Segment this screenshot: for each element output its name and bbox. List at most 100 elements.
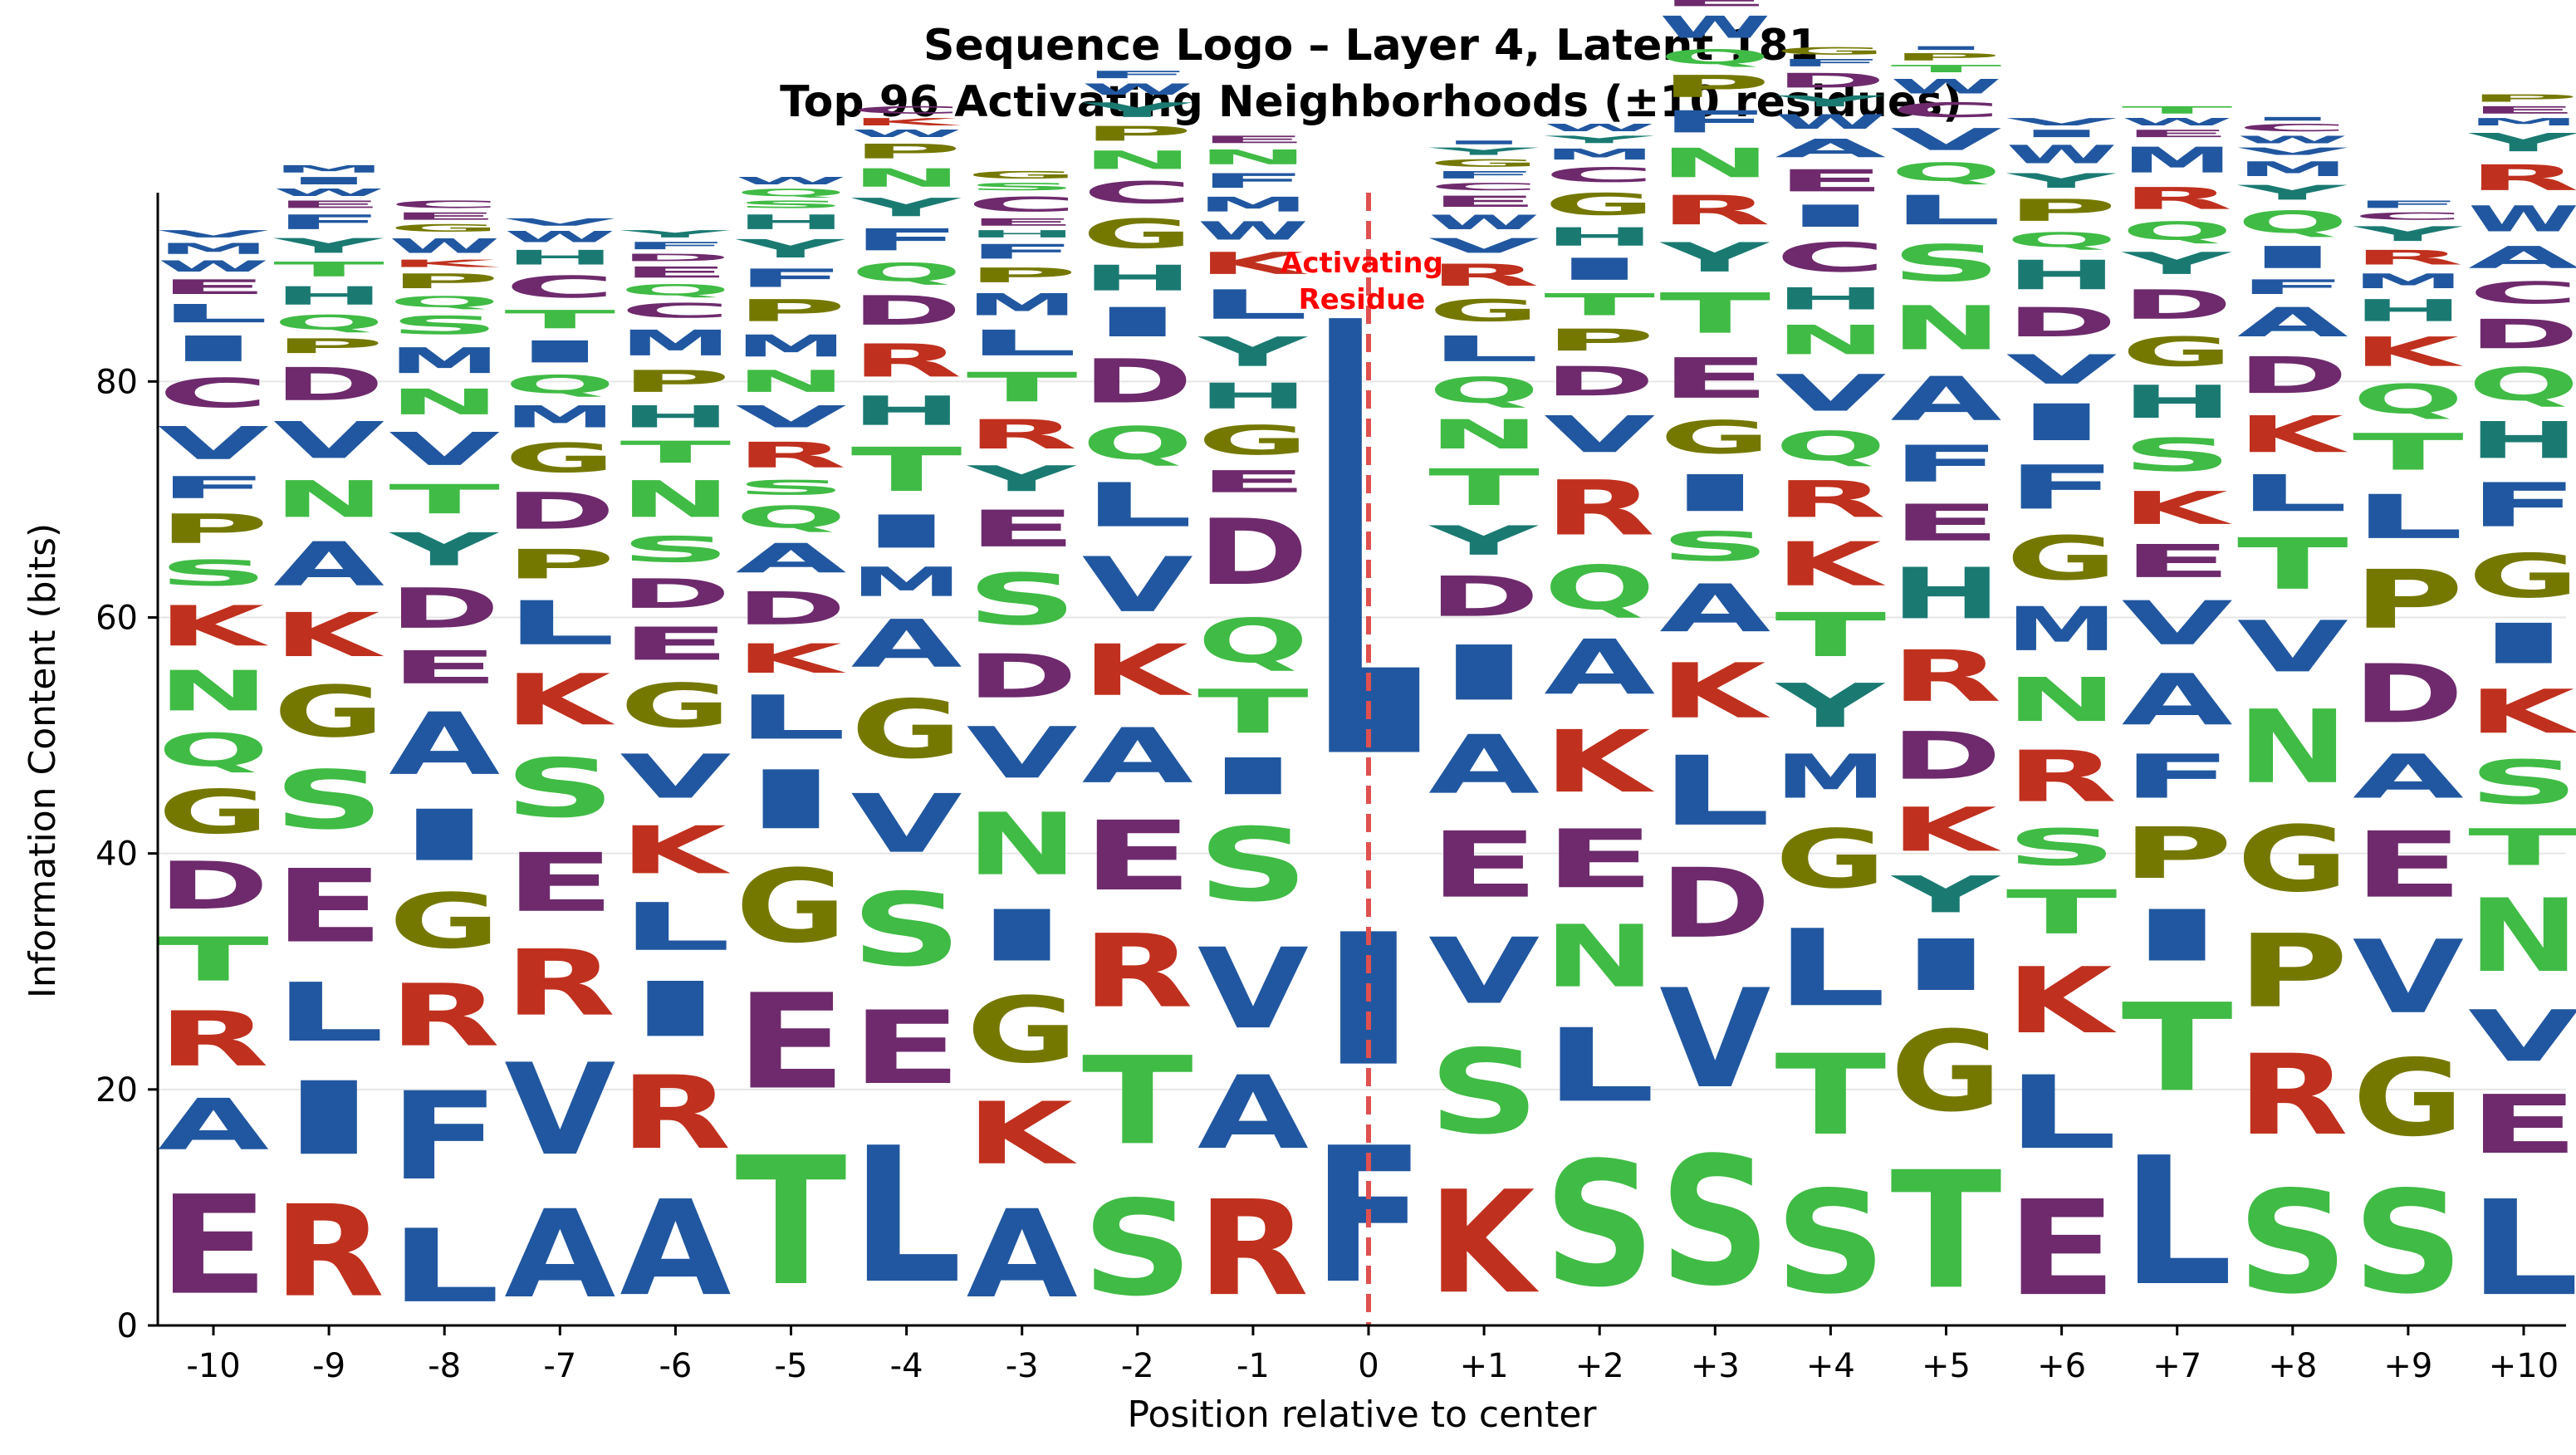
logo-letter-P: P	[851, 140, 962, 163]
logo-letter-L: L	[736, 683, 847, 753]
logo-letter-S: S	[967, 559, 1078, 641]
logo-letter-Y: Y	[1428, 145, 1539, 157]
logo-letter-E: E	[1775, 164, 1886, 198]
logo-letter-F: F	[389, 1066, 500, 1208]
logo-letter-F: F	[2006, 453, 2118, 523]
logo-letter-T: T	[2468, 819, 2576, 878]
logo-letter-I: I	[1544, 252, 1655, 287]
logo-letter-D: D	[2006, 299, 2118, 346]
y-tick-label-40: 40	[95, 835, 138, 874]
logo-letter-E: E	[967, 216, 1078, 228]
logo-letter-M: M	[2006, 595, 2118, 665]
logo-letter-K: K	[2237, 405, 2348, 464]
logo-letter-T: T	[1891, 63, 2002, 75]
logo-letter-G: G	[273, 670, 384, 752]
logo-letter-E: E	[2122, 128, 2233, 140]
logo-letter-P: P	[2006, 193, 2118, 228]
logo-letter-F: F	[273, 210, 384, 233]
logo-letter-L: L	[2122, 1119, 2233, 1325]
logo-letter-C: C	[2237, 122, 2348, 134]
logo-letter-H: H	[2122, 376, 2233, 429]
logo-letter-I: I	[620, 966, 731, 1054]
logo-letter-L: L	[851, 1109, 962, 1325]
logo-letter-K: K	[967, 1084, 1078, 1184]
logo-letter-E: E	[620, 617, 731, 670]
logo-letter-W: W	[2468, 199, 2576, 240]
logo-letter-R: R	[2468, 157, 2576, 198]
logo-letter-Q: Q	[851, 257, 962, 287]
y-tick-label-20: 20	[95, 1071, 138, 1110]
logo-letter-A: A	[2122, 659, 2233, 742]
y-axis-label: Information Content (bits)	[22, 523, 64, 998]
logo-letter-Q: Q	[2468, 358, 2576, 410]
logo-letter-G: G	[736, 847, 847, 965]
logo-letter-E: E	[158, 275, 269, 298]
logo-letter-D: D	[736, 582, 847, 634]
logo-letter-L: L	[158, 299, 269, 328]
logo-letter-D: D	[2122, 282, 2233, 329]
logo-letter-G: G	[967, 977, 1078, 1083]
logo-letter-L: L	[1082, 471, 1193, 541]
logo-letter-L: L	[1659, 736, 1770, 847]
logo-letter-A: A	[1891, 365, 2002, 434]
logo-letter-M: M	[967, 287, 1078, 322]
logo-letter-V: V	[1197, 925, 1309, 1055]
logo-letter-N: N	[620, 470, 731, 529]
logo-letter-C: C	[2353, 210, 2464, 222]
logo-letter-F: F	[1891, 435, 2002, 494]
logo-letter-Q: Q	[736, 187, 847, 198]
logo-letter-G: G	[1428, 158, 1540, 169]
logo-letter-G: G	[389, 223, 500, 234]
logo-letter-W: W	[1197, 217, 1309, 246]
logo-letter-Q: Q	[2122, 217, 2233, 246]
logo-letter-K: K	[1428, 1160, 1540, 1325]
logo-letter-Q: Q	[504, 370, 615, 399]
logo-letter-A: A	[273, 530, 384, 600]
logo-letter-L: L	[1428, 328, 1540, 370]
logo-letter-W: W	[504, 228, 615, 246]
logo-letter-A: A	[736, 535, 847, 582]
logo-letter-R: R	[620, 1055, 731, 1172]
logo-letter-F: F	[1197, 169, 1309, 193]
logo-letter-G: G	[1775, 46, 1886, 57]
logo-letter-Q: Q	[1659, 45, 1770, 68]
logo-letter-S: S	[2006, 818, 2118, 877]
logo-letter-T: T	[389, 476, 500, 523]
logo-letter-E: E	[1544, 812, 1655, 907]
logo-letter-M: M	[736, 329, 847, 364]
logo-letter-I: I	[967, 894, 1078, 977]
logo-letter-V: V	[273, 411, 384, 470]
logo-letter-L: L	[389, 1208, 500, 1325]
logo-letter-I: I	[389, 795, 500, 877]
logo-letter-G: G	[967, 169, 1078, 181]
logo-letter-T: T	[1775, 1031, 1886, 1160]
logo-letter-W: W	[1428, 210, 1540, 233]
logo-letter-S: S	[1891, 234, 2002, 293]
logo-letter-W: W	[2006, 140, 2118, 169]
logo-letter-N: N	[736, 364, 847, 399]
logo-letter-Q: Q	[1428, 370, 1540, 411]
logo-letter-V: V	[2237, 145, 2348, 157]
logo-letter-D: D	[158, 848, 269, 924]
logo-letter-G: G	[2122, 329, 2233, 375]
logo-letter-D: D	[1428, 565, 1540, 630]
logo-letter-V: V	[2237, 606, 2348, 688]
x-tick-label--1: -1	[1237, 1347, 1270, 1385]
logo-letter-E: E	[1891, 494, 2002, 553]
logo-letter-Q: Q	[1197, 605, 1309, 676]
logo-letter-E: E	[504, 835, 615, 930]
logo-letter-R: R	[1891, 636, 2002, 718]
x-tick-label--8: -8	[428, 1347, 461, 1385]
logo-letter-T: T	[504, 305, 615, 334]
logo-letter-M: M	[1197, 193, 1309, 216]
logo-letter-Y: Y	[619, 228, 730, 240]
logo-letter-G: G	[1082, 211, 1193, 257]
logo-letter-Q: Q	[1544, 552, 1655, 623]
logo-letter-D: D	[389, 576, 500, 641]
